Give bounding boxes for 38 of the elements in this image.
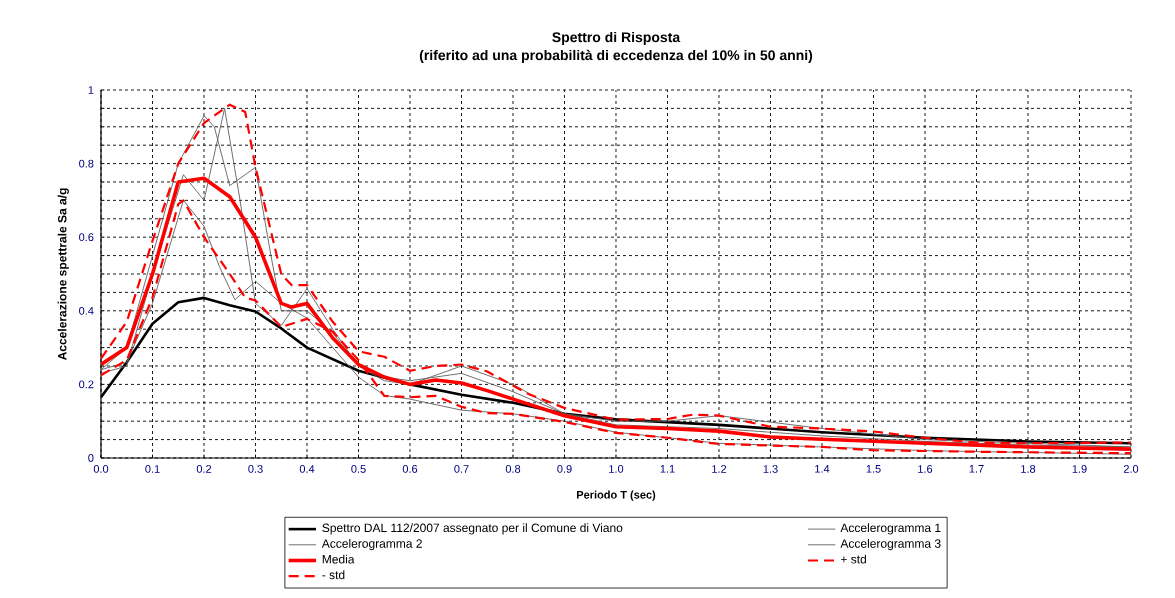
x-tick-label: 0.9: [557, 465, 572, 473]
y-tick-label: 0.4: [79, 306, 94, 315]
y-tick-label: 0: [88, 454, 94, 462]
y-tick-label: 0.6: [79, 233, 94, 242]
x-tick-label: 1.8: [1021, 465, 1036, 473]
x-tick-label: 0.5: [351, 465, 366, 473]
x-tick-label: 1.2: [712, 465, 727, 473]
x-tick-label: 1.1: [660, 465, 675, 473]
legend-label: Accelerogramma 3: [840, 538, 941, 551]
legend-label: - std: [322, 570, 345, 580]
x-tick-label: 0.7: [454, 465, 469, 473]
y-axis-title: Accelerazione spettrale Sa a/g: [57, 188, 69, 361]
x-tick-label: 1.4: [815, 465, 830, 473]
x-tick-label: 0.6: [402, 465, 418, 473]
x-tick-label: 0.4: [299, 465, 315, 473]
chart-subtitle: (riferito ad una probabilità di eccedenza del 10% in 50 anni): [419, 49, 813, 63]
x-tick-label: 1.6: [918, 465, 933, 473]
legend-label: Accelerogramma 2: [321, 538, 422, 551]
x-axis-title: Periodo T (sec): [576, 490, 656, 501]
legend-label: + std: [841, 554, 866, 564]
x-tick-label: 0.8: [505, 465, 521, 473]
x-tick-label: 0.1: [145, 465, 160, 473]
x-tick-label: 0.3: [248, 465, 263, 473]
legend-label: Media: [322, 554, 355, 564]
legend-label: Accelerogramma 1: [840, 523, 941, 535]
y-tick-label: 0.8: [79, 159, 94, 168]
x-tick-label: 0.0: [93, 465, 109, 473]
y-tick-label: 0.2: [79, 380, 94, 389]
x-tick-label: 1.5: [866, 465, 881, 473]
chart-title: Spettro di Risposta: [552, 31, 681, 45]
x-tick-label: 1.9: [1072, 465, 1087, 473]
x-tick-label: 1.0: [609, 465, 624, 473]
x-tick-label: 0.2: [196, 465, 212, 473]
x-tick-label: 2.0: [1123, 465, 1139, 473]
x-tick-label: 1.7: [969, 465, 984, 473]
legend-label: Spettro DAL 112/2007 assegnato per il Comune di Viano: [322, 523, 623, 535]
y-tick-label: 1: [88, 86, 94, 94]
x-tick-label: 1.3: [763, 465, 778, 473]
